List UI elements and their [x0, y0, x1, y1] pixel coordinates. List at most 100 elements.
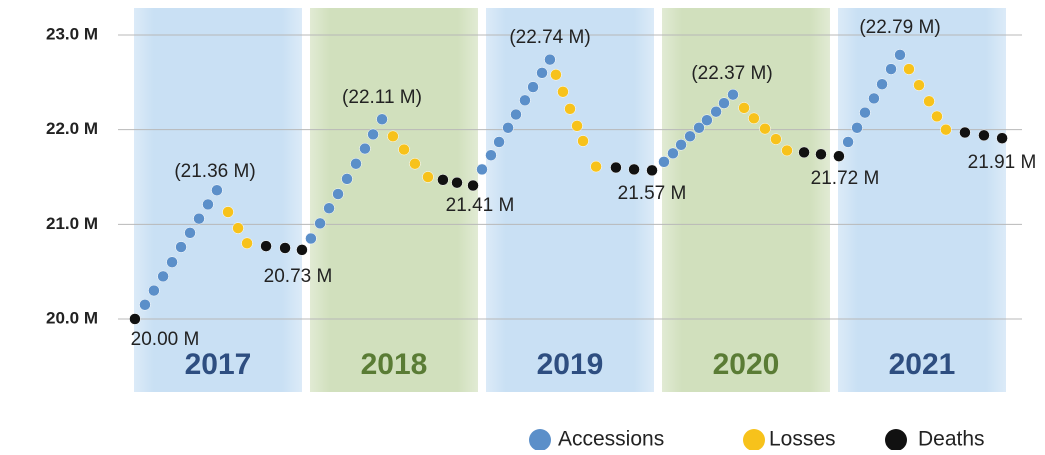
- dot: [996, 132, 1008, 144]
- dot: [894, 49, 906, 61]
- dot: [175, 241, 187, 253]
- annotation: 21.91 M: [968, 152, 1037, 173]
- dot: [305, 232, 317, 245]
- dot: [544, 53, 556, 66]
- band-fade: [838, 8, 1006, 392]
- dot: [367, 128, 379, 141]
- dot: [798, 146, 810, 159]
- dot: [296, 244, 308, 256]
- y-tick-label: 21.0 M: [46, 214, 98, 233]
- dot: [557, 86, 569, 98]
- dot: [876, 78, 888, 90]
- dot: [157, 270, 169, 283]
- dot: [770, 133, 782, 145]
- dot: [260, 240, 272, 252]
- year-label: 2020: [713, 348, 780, 381]
- legend-marker: [529, 429, 551, 451]
- annotation: 20.73 M: [264, 266, 333, 287]
- year-label: 2018: [361, 348, 428, 381]
- band-fade: [486, 8, 654, 392]
- dot: [193, 212, 205, 225]
- dot: [437, 174, 449, 186]
- annotation: (22.79 M): [859, 17, 940, 38]
- dot: [493, 136, 505, 148]
- dot: [628, 163, 640, 176]
- dot: [727, 88, 739, 101]
- dot: [885, 63, 897, 75]
- dot: [148, 284, 160, 297]
- dot: [940, 123, 952, 136]
- legend-label: Losses: [769, 428, 836, 450]
- dot: [350, 157, 362, 170]
- dot: [241, 237, 253, 249]
- dot: [978, 129, 990, 142]
- dot: [359, 142, 371, 155]
- dot: [931, 110, 943, 123]
- dot: [527, 81, 539, 93]
- dot: [222, 206, 234, 218]
- dot: [923, 95, 935, 108]
- dot: [903, 63, 915, 75]
- annotation: 21.72 M: [811, 168, 880, 189]
- annotation: (22.11 M): [342, 87, 422, 108]
- dot: [502, 122, 514, 134]
- dot: [422, 171, 434, 183]
- dot: [610, 161, 622, 174]
- dot: [590, 160, 602, 173]
- dot: [718, 97, 730, 109]
- dot: [451, 176, 463, 189]
- dot: [564, 103, 576, 115]
- year-label: 2019: [537, 348, 604, 381]
- dot: [759, 122, 771, 135]
- dot: [748, 112, 760, 125]
- dot: [959, 126, 971, 139]
- dot: [279, 242, 291, 254]
- band-fade: [662, 8, 830, 392]
- dot: [129, 313, 141, 325]
- dot: [913, 79, 925, 91]
- dot: [184, 227, 196, 239]
- dot: [842, 136, 854, 148]
- dot: [510, 108, 522, 121]
- year-label: 2017: [185, 348, 252, 381]
- y-tick-label: 20.0 M: [46, 308, 98, 327]
- dot: [701, 114, 713, 126]
- dot: [398, 143, 410, 156]
- band-fade: [310, 8, 478, 392]
- dot: [232, 222, 244, 234]
- y-tick-label: 23.0 M: [46, 24, 98, 43]
- dot: [211, 184, 223, 196]
- dot: [323, 202, 335, 214]
- dot: [202, 198, 214, 211]
- dot: [519, 94, 531, 107]
- dot: [376, 113, 388, 125]
- dot: [577, 135, 589, 147]
- dot: [859, 106, 871, 119]
- dot: [868, 92, 880, 105]
- dot: [710, 105, 722, 118]
- dot: [851, 122, 863, 134]
- legend-marker: [743, 429, 765, 451]
- y-tick-label: 22.0 M: [46, 119, 98, 138]
- legend-label: Deaths: [918, 428, 985, 450]
- year-label: 2021: [889, 348, 956, 381]
- dot: [314, 217, 326, 230]
- annotation: (22.37 M): [691, 63, 772, 84]
- legend-marker: [885, 429, 907, 451]
- dot: [476, 163, 488, 176]
- annotation: (22.74 M): [509, 27, 590, 48]
- dot: [332, 188, 344, 200]
- dot: [139, 299, 151, 311]
- dot: [341, 173, 353, 185]
- legend-label: Accessions: [558, 428, 664, 450]
- dot: [675, 139, 687, 151]
- dot: [550, 69, 562, 81]
- annotation: (21.36 M): [174, 161, 255, 182]
- dot: [646, 164, 658, 177]
- dot: [693, 122, 705, 134]
- dot: [571, 120, 583, 132]
- dot: [658, 156, 670, 168]
- dot: [667, 147, 679, 160]
